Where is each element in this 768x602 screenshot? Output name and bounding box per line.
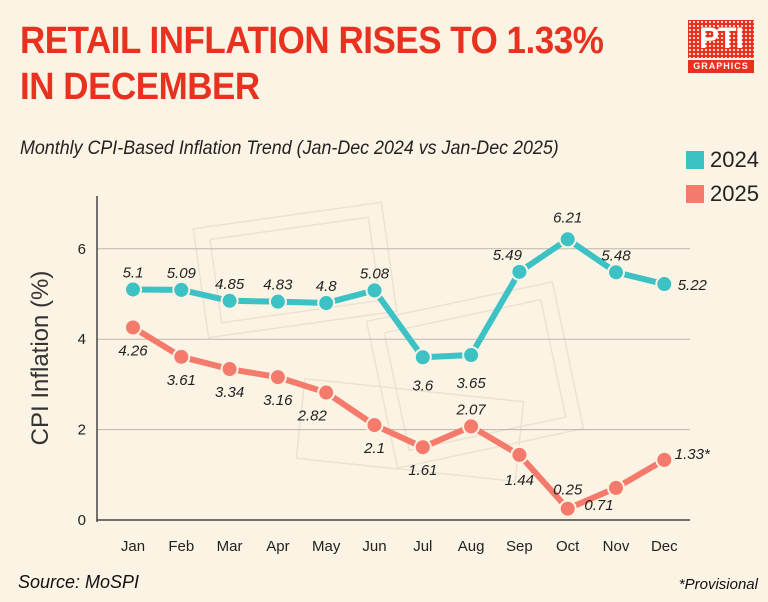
data-label-2024-apr: 4.83	[263, 277, 293, 294]
point-2025-jan	[124, 318, 142, 337]
data-label-2024-dec: 5.22	[678, 277, 708, 294]
logo-mark: PTI	[688, 20, 754, 58]
point-2024-may	[317, 294, 336, 313]
x-tick-apr: Apr	[266, 538, 289, 555]
data-label-2025-dec: 1.33*	[675, 446, 711, 463]
point-2025-may	[317, 383, 336, 402]
data-labels: 5.1 5.09 4.85 4.83 4.8 5.08 3.6 3.65 5.49 6.21 5.4…	[118, 209, 711, 514]
point-2024-apr	[268, 292, 287, 311]
point-2025-aug	[462, 417, 481, 436]
point-2024-jan	[124, 280, 142, 299]
series-line-2025	[130, 324, 668, 512]
data-label-2025-may: 2.82	[297, 408, 328, 425]
x-tick-jan: Jan	[121, 538, 145, 555]
y-tick-6: 6	[78, 241, 86, 258]
x-tick-aug: Aug	[458, 538, 485, 555]
data-label-2024-nov: 5.48	[601, 247, 631, 264]
data-label-2024-jun: 5.08	[360, 265, 390, 282]
point-2024-aug	[462, 346, 481, 365]
point-2025-dec	[655, 450, 674, 469]
point-2025-apr	[268, 368, 287, 387]
x-tick-jul: Jul	[413, 538, 432, 555]
point-2025-nov	[607, 478, 625, 497]
legend: 2024 2025	[686, 143, 759, 211]
point-2024-feb	[172, 280, 191, 299]
legend-item-2025: 2025	[686, 177, 759, 211]
data-label-2024-aug: 3.65	[456, 375, 486, 392]
background-illustration	[192, 201, 585, 483]
x-tick-may: May	[312, 538, 341, 555]
y-tick-4: 4	[78, 331, 86, 348]
point-2025-oct	[558, 499, 577, 518]
data-label-2025-aug: 2.07	[455, 401, 486, 418]
x-tick-jun: Jun	[362, 538, 386, 555]
x-tick-oct: Oct	[556, 538, 580, 555]
data-label-2024-oct: 6.21	[553, 209, 582, 226]
data-label-2025-sep: 1.44	[505, 472, 534, 489]
x-tick-mar: Mar	[217, 538, 243, 555]
legend-swatch-2024	[686, 151, 704, 169]
x-tick-nov: Nov	[603, 538, 630, 555]
data-label-2025-jun: 2.1	[363, 440, 385, 457]
data-label-2024-may: 4.8	[316, 278, 338, 295]
provisional-note: *Provisional	[678, 576, 758, 593]
data-label-2025-jul: 1.61	[408, 462, 437, 479]
data-label-2024-mar: 4.85	[215, 276, 245, 293]
pti-graphics-logo: PTI GRAPHICS	[688, 20, 754, 73]
data-label-2024-sep: 5.49	[493, 247, 523, 264]
point-2024-oct	[558, 230, 577, 249]
point-2025-mar	[220, 360, 239, 379]
y-axis-label: CPI Inflation (%)	[27, 271, 54, 446]
point-2024-nov	[607, 263, 625, 282]
data-label-2025-jan: 4.26	[118, 342, 148, 359]
title-line-2: IN DECEMBER	[20, 66, 260, 108]
point-2025-feb	[172, 347, 191, 366]
y-tick-2: 2	[78, 422, 86, 439]
point-2024-dec	[655, 275, 674, 294]
point-2024-sep	[510, 262, 529, 281]
data-label-2025-mar: 3.34	[215, 384, 244, 401]
gridlines	[97, 248, 690, 431]
legend-swatch-2025	[686, 185, 704, 203]
chart-subtitle: Monthly CPI-Based Inflation Trend (Jan-D…	[20, 138, 559, 159]
data-label-2025-oct: 0.25	[553, 482, 583, 499]
data-label-2025-nov: 0.71	[584, 497, 613, 514]
y-tick-0: 0	[78, 512, 86, 529]
legend-label-2024: 2024	[710, 147, 759, 172]
data-label-2025-feb: 3.61	[167, 372, 196, 389]
series-lines	[124, 230, 674, 518]
point-2024-jul	[413, 348, 432, 367]
data-label-2025-apr: 3.16	[263, 392, 293, 409]
point-2025-sep	[510, 445, 529, 464]
logo-subtext: GRAPHICS	[688, 60, 754, 73]
point-2025-jul	[413, 438, 432, 457]
source-note: Source: MoSPI	[18, 572, 140, 592]
chart-title: RETAIL INFLATION RISES TO 1.33% IN DECEM…	[20, 18, 604, 110]
title-line-1: RETAIL INFLATION RISES TO 1.33%	[20, 20, 604, 62]
x-tick-sep: Sep	[506, 538, 533, 555]
y-tick-labels: 0 2 4 6	[78, 241, 86, 529]
data-label-2024-jan: 5.1	[123, 264, 144, 281]
point-2025-jun	[365, 416, 384, 435]
point-2024-mar	[220, 291, 239, 310]
data-label-2024-jul: 3.6	[412, 377, 434, 394]
x-tick-labels: Jan Feb Mar Apr May Jun Jul Aug Sep Oct Nov Dec	[121, 538, 678, 555]
x-tick-feb: Feb	[168, 538, 194, 555]
data-label-2024-feb: 5.09	[167, 265, 197, 282]
point-2024-jun	[365, 281, 384, 300]
legend-item-2024: 2024	[686, 143, 759, 177]
x-tick-dec: Dec	[651, 538, 678, 555]
legend-label-2025: 2025	[710, 181, 759, 206]
